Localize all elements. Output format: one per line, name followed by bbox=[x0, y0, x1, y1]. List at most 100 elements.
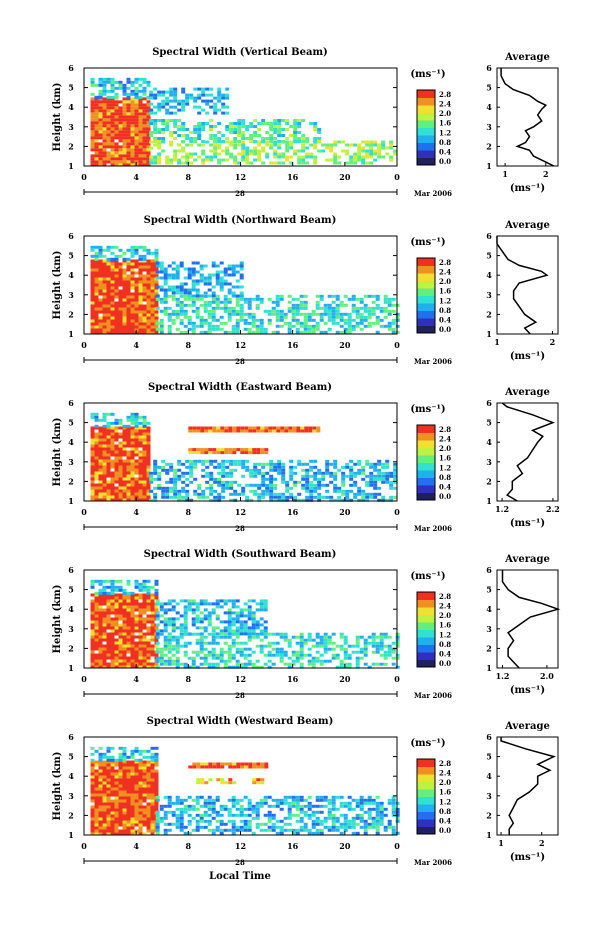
heatmap-cell bbox=[175, 656, 180, 660]
heatmap-cell bbox=[114, 106, 119, 110]
heatmap-cell bbox=[235, 270, 240, 274]
heatmap-cell bbox=[177, 128, 182, 131]
heatmap-cell bbox=[223, 635, 228, 639]
heatmap-cell bbox=[142, 644, 147, 648]
heatmap-cell bbox=[367, 294, 372, 298]
heatmap-cell bbox=[171, 291, 176, 295]
heatmap-cell bbox=[211, 662, 216, 666]
heatmap-cell bbox=[171, 810, 176, 814]
heatmap-cell bbox=[106, 328, 111, 332]
heatmap-cell bbox=[155, 665, 160, 669]
heatmap-cell bbox=[98, 283, 103, 287]
heatmap-cell bbox=[102, 139, 107, 143]
heatmap-cell bbox=[110, 426, 115, 430]
heatmap-cell bbox=[245, 158, 250, 162]
heatmap-cell bbox=[126, 462, 131, 466]
heatmap-cell bbox=[213, 498, 218, 502]
heatmap-cell bbox=[106, 498, 111, 502]
heatmap-cell bbox=[251, 321, 256, 325]
colorbar-tick-label: 1.2 bbox=[439, 128, 451, 137]
heatmap-cell bbox=[130, 641, 135, 645]
heatmap-cell bbox=[235, 659, 240, 663]
heatmap-cell bbox=[110, 307, 115, 311]
heatmap-cell bbox=[373, 143, 378, 147]
heatmap-cell bbox=[122, 749, 127, 753]
heatmap-cell bbox=[251, 626, 256, 630]
heatmap-cell bbox=[149, 102, 154, 106]
heatmap-cell bbox=[102, 316, 107, 320]
heatmap-cell bbox=[227, 798, 232, 802]
heatmap-cell bbox=[231, 629, 236, 633]
heatmap-cell bbox=[90, 644, 95, 648]
heatmap-cell bbox=[347, 330, 352, 334]
heatmap-cell bbox=[369, 480, 374, 484]
heatmap-cell bbox=[102, 160, 107, 164]
heatmap-cell bbox=[389, 158, 394, 162]
heatmap-cell bbox=[154, 772, 159, 776]
heatmap-cell bbox=[122, 752, 127, 756]
heatmap-cell bbox=[263, 602, 268, 606]
heatmap-cell bbox=[126, 418, 131, 422]
heatmap-cell bbox=[157, 471, 162, 475]
heatmap-cell bbox=[215, 825, 220, 829]
heatmap-cell bbox=[122, 638, 127, 642]
heatmap-cell bbox=[267, 653, 272, 657]
heatmap-cell bbox=[146, 265, 151, 269]
heatmap-cell bbox=[130, 629, 135, 633]
heatmap-cell bbox=[279, 297, 284, 301]
heatmap-cell bbox=[138, 471, 143, 475]
heatmap-cell bbox=[94, 641, 99, 645]
heatmap-cell bbox=[130, 298, 135, 302]
heatmap-cell bbox=[285, 140, 290, 144]
heatmap-cell bbox=[142, 130, 147, 134]
colorbar-swatch bbox=[417, 607, 435, 615]
heatmap-cell bbox=[281, 495, 286, 499]
heatmap-cell bbox=[199, 635, 204, 639]
heatmap-cell bbox=[98, 100, 103, 104]
heatmap-cell bbox=[106, 127, 111, 131]
heatmap-cell bbox=[90, 456, 95, 460]
heatmap-cell bbox=[134, 271, 139, 275]
heatmap-cell bbox=[146, 100, 151, 104]
heatmap-cell bbox=[357, 459, 362, 463]
heatmap-cell bbox=[130, 112, 135, 116]
heatmap-cell bbox=[231, 270, 236, 274]
heatmap-cell bbox=[185, 155, 190, 159]
heatmap-cell bbox=[122, 277, 127, 281]
heatmap-cell bbox=[102, 480, 107, 484]
heatmap-cell bbox=[154, 793, 159, 797]
heatmap-cell bbox=[102, 772, 107, 776]
heatmap-cell bbox=[207, 662, 212, 666]
heatmap-cell bbox=[253, 483, 258, 487]
heatmap-cell bbox=[98, 319, 103, 323]
heatmap-cell bbox=[365, 462, 370, 466]
heatmap-cell bbox=[110, 245, 115, 249]
heatmap-cell bbox=[155, 327, 160, 331]
heatmap-cell bbox=[122, 823, 127, 827]
heatmap-cell bbox=[239, 647, 244, 651]
heatmap-cell bbox=[142, 325, 147, 329]
colorbar-tick-label: 2.8 bbox=[439, 592, 451, 601]
heatmap-cell bbox=[102, 632, 107, 636]
heatmap-cell bbox=[215, 653, 220, 657]
heatmap-cell bbox=[201, 462, 206, 466]
heatmap-cell bbox=[237, 459, 242, 463]
heatmap-cell bbox=[142, 662, 147, 666]
heatmap-cell bbox=[231, 623, 236, 627]
heatmap-cell bbox=[189, 474, 194, 478]
heatmap-cell bbox=[90, 435, 95, 439]
heatmap-cell bbox=[122, 608, 127, 612]
heatmap-cell bbox=[225, 140, 230, 144]
heatmap-cell bbox=[110, 826, 115, 830]
heatmap-cell bbox=[142, 656, 147, 660]
heatmap-cell bbox=[247, 626, 252, 630]
heatmap-cell bbox=[243, 641, 248, 645]
heatmap-cell bbox=[273, 465, 278, 469]
heatmap-cell bbox=[130, 412, 135, 416]
heatmap-cell bbox=[130, 277, 135, 281]
heatmap-cell bbox=[122, 495, 127, 499]
heatmap-cell bbox=[146, 641, 151, 645]
heatmap-cell bbox=[130, 456, 135, 460]
heatmap-cell bbox=[90, 453, 95, 457]
panel-title: Spectral Width (Westward Beam) bbox=[147, 716, 334, 727]
